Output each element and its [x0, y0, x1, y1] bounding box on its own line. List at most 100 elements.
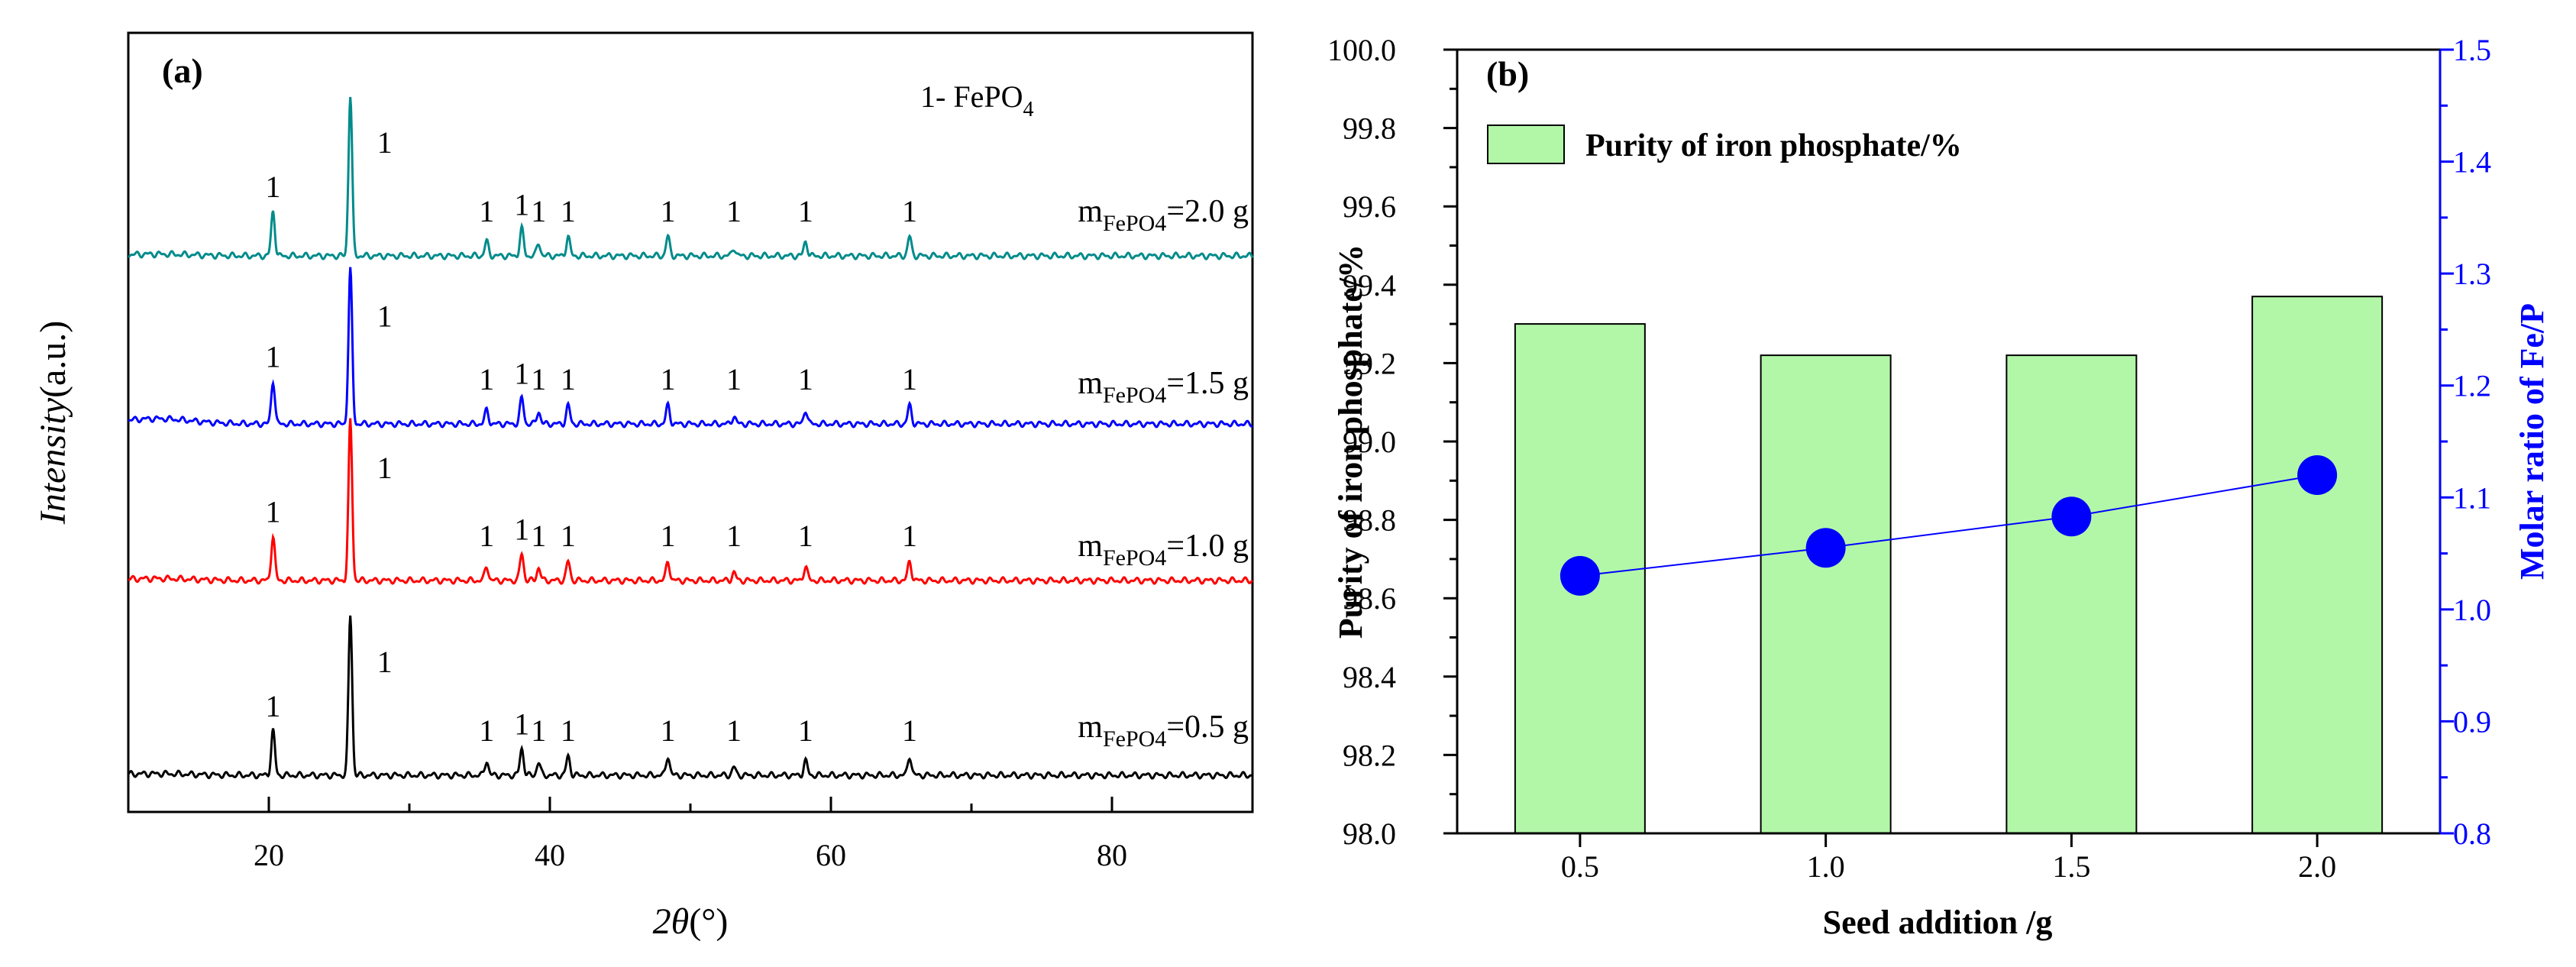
y-tick-label: 98.4 — [1343, 660, 1396, 694]
peak-label: 1 — [726, 713, 742, 748]
peak-label: 1 — [266, 170, 281, 204]
y-tick-label: 98.6 — [1343, 581, 1396, 616]
y2-tick-label: 1.3 — [2453, 257, 2491, 291]
y-tick-label: 99.6 — [1343, 189, 1396, 224]
y2-tick-label: 1.4 — [2453, 145, 2491, 179]
peak-label: 1 — [377, 125, 393, 160]
series-label-2: mFePO4=1.5 g — [1078, 366, 1249, 408]
panel-a-label: (a) — [162, 51, 203, 90]
peak-label: 1 — [902, 519, 917, 553]
xrd-pattern-line-3 — [128, 418, 1253, 585]
y-tick-label: 99.4 — [1343, 268, 1396, 302]
peak-label: 1 — [531, 194, 546, 228]
y2-tick-label: 1.0 — [2453, 593, 2491, 627]
peak-label: 1 — [266, 339, 281, 374]
y-tick-label: 99.8 — [1343, 112, 1396, 146]
purity-bar-3 — [2006, 354, 2138, 834]
panel-b-x-ticks: 0.5 1.0 1.5 2.0 — [1561, 833, 2336, 884]
peak-label: 1 — [561, 713, 576, 748]
peak-label: 1 — [531, 519, 546, 553]
xrd-pattern-line-1 — [128, 96, 1254, 260]
peak-label: 1 — [479, 194, 494, 228]
y2-tick-label: 1.1 — [2453, 480, 2491, 515]
panel-a-series-group — [127, 96, 1254, 780]
panel-b-line — [1559, 454, 2338, 596]
peak-label: 1 — [377, 299, 393, 334]
peak-label: 1 — [726, 194, 742, 228]
panel-b-bars — [1514, 296, 2384, 835]
panel-b-bar-line-chart: 98.0 98.2 98.4 98.6 98.8 99.0 99.2 99.4 99.6 99.8… — [1327, 33, 2551, 941]
x-tick-label: 2.0 — [2298, 849, 2336, 884]
fe-p-ratio-point-1 — [1559, 555, 1600, 596]
panel-a-y-axis-label: Intensity(a.u.) — [33, 321, 73, 526]
fe-p-ratio-point-3 — [2051, 496, 2092, 537]
peak-label: 1 — [561, 362, 576, 396]
x-tick-label: 1.0 — [1807, 849, 1845, 884]
fe-p-ratio-line — [1579, 474, 2318, 577]
peak-label: 1 — [514, 707, 529, 741]
peak-label: 1 — [514, 357, 529, 391]
fe-p-ratio-point-2 — [1805, 528, 1846, 568]
series-label-3: mFePO4=1.0 g — [1078, 529, 1249, 571]
legend-label: Purity of iron phosphate/% — [1585, 128, 1962, 163]
peak-label: 1 — [479, 519, 494, 553]
peak-label: 1 — [661, 194, 676, 228]
peak-label: 1 — [902, 713, 917, 748]
peak-label: 1 — [798, 194, 813, 228]
x-tick-label: 60 — [816, 838, 846, 872]
x-tick-label: 20 — [254, 838, 284, 872]
peak-label: 1 — [726, 519, 742, 553]
y2-tick-label: 1.5 — [2453, 33, 2491, 67]
y-tick-label: 100.0 — [1327, 33, 1396, 67]
panel-a-x-axis-label: 2θ(°) — [653, 901, 729, 942]
peak-label: 1 — [902, 362, 917, 396]
panel-a-x-ticks: 20 40 60 80 — [127, 797, 1254, 872]
xrd-pattern-line-4 — [127, 615, 1253, 780]
xrd-pattern-line-2 — [128, 267, 1253, 429]
y-tick-label: 98.2 — [1343, 738, 1396, 772]
peak-label: 1 — [798, 519, 813, 553]
peak-label: 1 — [531, 362, 546, 396]
y2-tick-label: 0.9 — [2453, 704, 2491, 739]
panel-b-label: (b) — [1486, 54, 1529, 93]
peak-label: 1 — [514, 512, 529, 546]
peak-label: 1 — [661, 519, 676, 553]
peak-label: 1 — [661, 362, 676, 396]
peak-label: 1 — [902, 194, 917, 228]
legend-swatch — [1487, 125, 1565, 164]
panel-a-series-labels: mFePO4=2.0 g mFePO4=1.5 g mFePO4=1.0 g mFeP… — [1078, 194, 1249, 752]
y-tick-label: 99.2 — [1343, 346, 1396, 380]
peak-label: 1 — [531, 713, 546, 748]
x-tick-label: 1.5 — [2052, 849, 2090, 884]
y-tick-label: 98.8 — [1343, 503, 1396, 538]
purity-bar-4 — [2251, 296, 2384, 834]
peak-label: 1 — [561, 194, 576, 228]
peak-label: 1 — [661, 713, 676, 748]
peak-label: 1 — [798, 362, 813, 396]
x-tick-label: 40 — [535, 838, 565, 872]
panel-b-right-ticks: 0.8 0.9 1.0 1.1 1.2 1.3 1.4 1.5 — [2440, 33, 2491, 851]
y-tick-label: 99.0 — [1343, 425, 1396, 459]
y-tick-label: 98.0 — [1343, 817, 1396, 851]
y2-tick-label: 1.2 — [2453, 369, 2491, 403]
fe-p-ratio-point-4 — [2297, 454, 2338, 495]
x-tick-label: 80 — [1097, 838, 1127, 872]
phase-label: 1- FePO4 — [920, 79, 1033, 121]
y2-tick-label: 0.8 — [2453, 817, 2491, 851]
x-tick-label: 0.5 — [1561, 849, 1599, 884]
peak-label: 1 — [726, 362, 742, 396]
peak-label: 1 — [479, 713, 494, 748]
series-label-1: mFePO4=2.0 g — [1078, 194, 1249, 236]
peak-label: 1 — [377, 645, 393, 679]
peak-label: 1 — [514, 187, 529, 222]
peak-label: 1 — [266, 689, 281, 723]
peak-label: 1 — [479, 362, 494, 396]
peak-label: 1 — [266, 494, 281, 529]
panel-b-left-ticks: 98.0 98.2 98.4 98.6 98.8 99.0 99.2 99.4 99.6 99.8… — [1327, 33, 1457, 851]
panel-b-y2-axis-label: Molar ratio of Fe/P — [2513, 303, 2551, 580]
purity-bar-2 — [1760, 354, 1892, 834]
series-label-4: mFePO4=0.5 g — [1078, 710, 1249, 752]
peak-label: 1 — [377, 451, 393, 485]
